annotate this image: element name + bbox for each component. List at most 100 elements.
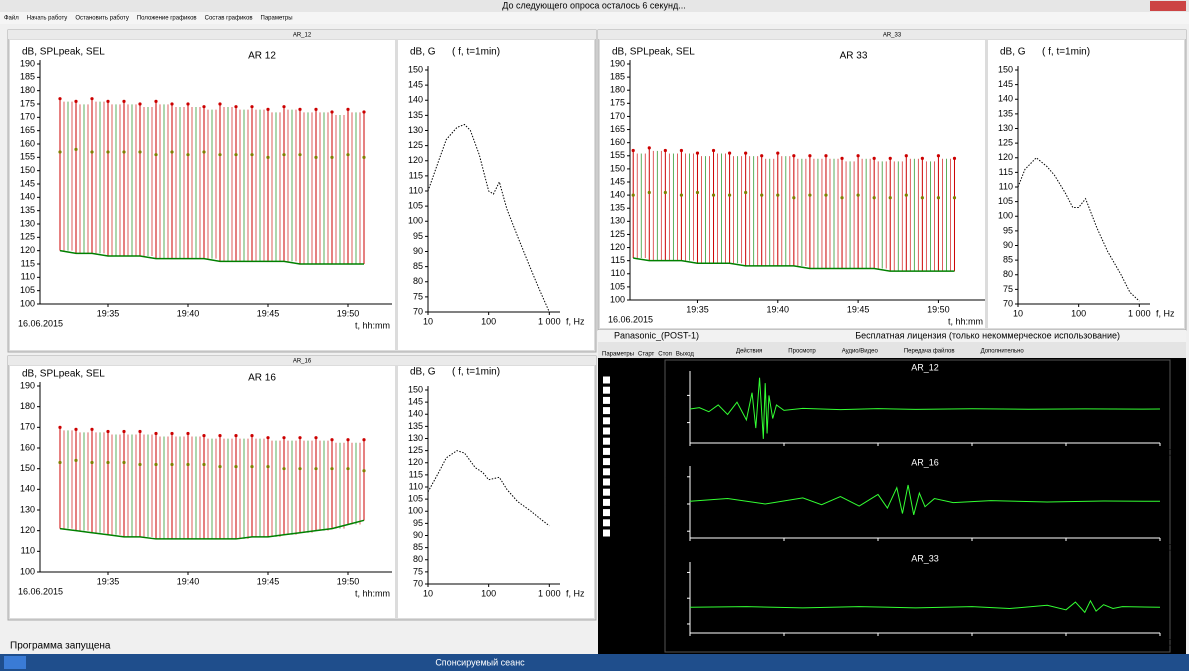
channel-label[interactable]: 10 - Channel: [613, 476, 665, 486]
channel-label[interactable]: 15 - Channel: [613, 527, 665, 537]
y-tick-label: 140: [408, 409, 423, 419]
channel-label[interactable]: 6 - Channel 6: [613, 436, 667, 446]
x-tick-label: 10000: [865, 637, 890, 647]
peak-point: [186, 432, 189, 435]
peak-point: [744, 152, 747, 155]
channel-checkbox[interactable]: [603, 428, 610, 435]
viewer-menu-item[interactable]: Параметры: [602, 352, 634, 358]
channel-label[interactable]: 2 - AR_33: [613, 395, 653, 405]
sel-point: [106, 461, 109, 464]
channel-checkbox[interactable]: [603, 387, 610, 394]
menu-item[interactable]: Параметры: [261, 16, 293, 22]
y-tick-label: 130: [408, 433, 423, 443]
viewer-menu-item[interactable]: Выход: [676, 352, 694, 358]
menu-item[interactable]: Начать работу: [27, 16, 68, 22]
sel-point: [712, 194, 715, 197]
y-tick-label: 95: [413, 231, 423, 241]
channel-label[interactable]: 3 - AR_14: [613, 405, 653, 415]
channel-label[interactable]: 13 - Channel: [613, 507, 665, 517]
sel-point: [632, 194, 635, 197]
channel-label[interactable]: 4 - Channel 4: [613, 415, 667, 425]
channel-checkbox[interactable]: [603, 397, 610, 404]
start-button[interactable]: [4, 656, 26, 669]
y-tick-label: 100: [610, 294, 625, 304]
peak-point: [74, 100, 77, 103]
menu-item[interactable]: Остановить работу: [75, 16, 129, 22]
channel-checkbox[interactable]: [603, 499, 610, 506]
toolbar-button[interactable]: Передача файлов: [904, 348, 955, 355]
trace-title: AR_33: [911, 553, 939, 563]
y-tick-label: 180: [610, 85, 625, 95]
chart-subtitle: ( f, t=1min): [452, 367, 500, 378]
channel-label[interactable]: 5 - Channel 5: [613, 425, 667, 435]
viewer-tab[interactable]: Panasonic_(POST-1): [614, 330, 699, 340]
toolbar-button[interactable]: Аудио/Видео: [842, 349, 879, 355]
toolbar-button[interactable]: Дополнительно: [981, 349, 1025, 355]
y-tick-label: 70: [413, 306, 423, 316]
channel-checkbox[interactable]: [603, 377, 610, 384]
menu-item[interactable]: Положение графиков: [137, 16, 197, 22]
sel-point: [170, 463, 173, 466]
x-tick-label: 19:45: [847, 304, 870, 314]
peak-point: [346, 438, 349, 441]
channel-label[interactable]: 0 - AR_12: [613, 374, 653, 384]
channel-label[interactable]: 11 - Channel: [613, 487, 664, 497]
channel-label[interactable]: 8 - Channel 8: [613, 456, 667, 466]
channel-label[interactable]: 1 - AR_16: [613, 385, 653, 395]
peak-point: [362, 110, 365, 113]
y-tick-label: 155: [20, 152, 35, 162]
channel-checkbox[interactable]: [603, 519, 610, 526]
viewer-menu-item[interactable]: Старт: [638, 352, 655, 358]
sel-point: [122, 461, 125, 464]
y-tick-label: 120: [20, 245, 35, 255]
y-tick-label: 95: [413, 518, 423, 528]
peak-point: [696, 152, 699, 155]
sel-point: [728, 194, 731, 197]
date-label: 16.06.2015: [608, 314, 653, 324]
menu-item[interactable]: Состав графиков: [205, 16, 253, 22]
channel-checkbox[interactable]: [603, 407, 610, 414]
peak-point: [282, 105, 285, 108]
peak-point: [138, 430, 141, 433]
y-tick-label: 145: [998, 79, 1013, 89]
sel-point: [74, 148, 77, 151]
screen: До следующего опроса осталось 6 секунд..…: [0, 0, 1189, 671]
y-tick-label: 115: [21, 258, 35, 268]
peak-point: [250, 434, 253, 437]
trace-title: AR_16: [911, 457, 939, 467]
channel-label[interactable]: 14 - Channel: [613, 517, 665, 527]
y-tick-label: 165: [610, 124, 625, 134]
close-button[interactable]: [1150, 1, 1186, 11]
channel-checkbox[interactable]: [603, 458, 610, 465]
peak-point: [170, 432, 173, 435]
channel-label[interactable]: 7 - Channel 7: [613, 446, 667, 456]
y-axis-label: dB, SPLpeak, SEL: [22, 369, 105, 380]
viewer-menu-item[interactable]: Стоп: [658, 352, 672, 358]
y-tick-label: 135: [408, 421, 423, 431]
window-title: До следующего опроса осталось 6 секунд..…: [502, 0, 685, 10]
peak-point: [122, 100, 125, 103]
channel-checkbox[interactable]: [603, 509, 610, 516]
chart-subtitle: ( f, t=1min): [452, 47, 500, 58]
channel-label[interactable]: 12 - Channel: [613, 497, 665, 507]
channel-checkbox[interactable]: [603, 438, 610, 445]
channel-checkbox[interactable]: [603, 489, 610, 496]
channel-checkbox[interactable]: [603, 417, 610, 424]
channel-checkbox[interactable]: [603, 530, 610, 537]
menu-item[interactable]: Файл: [4, 15, 19, 22]
sel-point: [314, 467, 317, 470]
toolbar-button[interactable]: Действия: [736, 348, 762, 355]
y-tick-label: 160: [610, 137, 625, 147]
peak-point: [138, 102, 141, 105]
channel-checkbox[interactable]: [603, 468, 610, 475]
channel-checkbox[interactable]: [603, 448, 610, 455]
y-tick-label: 125: [610, 229, 625, 239]
sel-point: [218, 153, 221, 156]
channel-label[interactable]: 9 - Channel 9: [613, 466, 667, 476]
toolbar-button[interactable]: Просмотр: [788, 349, 816, 355]
sel-point: [937, 196, 940, 199]
x-tick-label: 1 000: [538, 316, 561, 326]
channel-checkbox[interactable]: [603, 479, 610, 486]
peak-point: [122, 430, 125, 433]
date-label: 16.06.2015: [18, 318, 63, 328]
